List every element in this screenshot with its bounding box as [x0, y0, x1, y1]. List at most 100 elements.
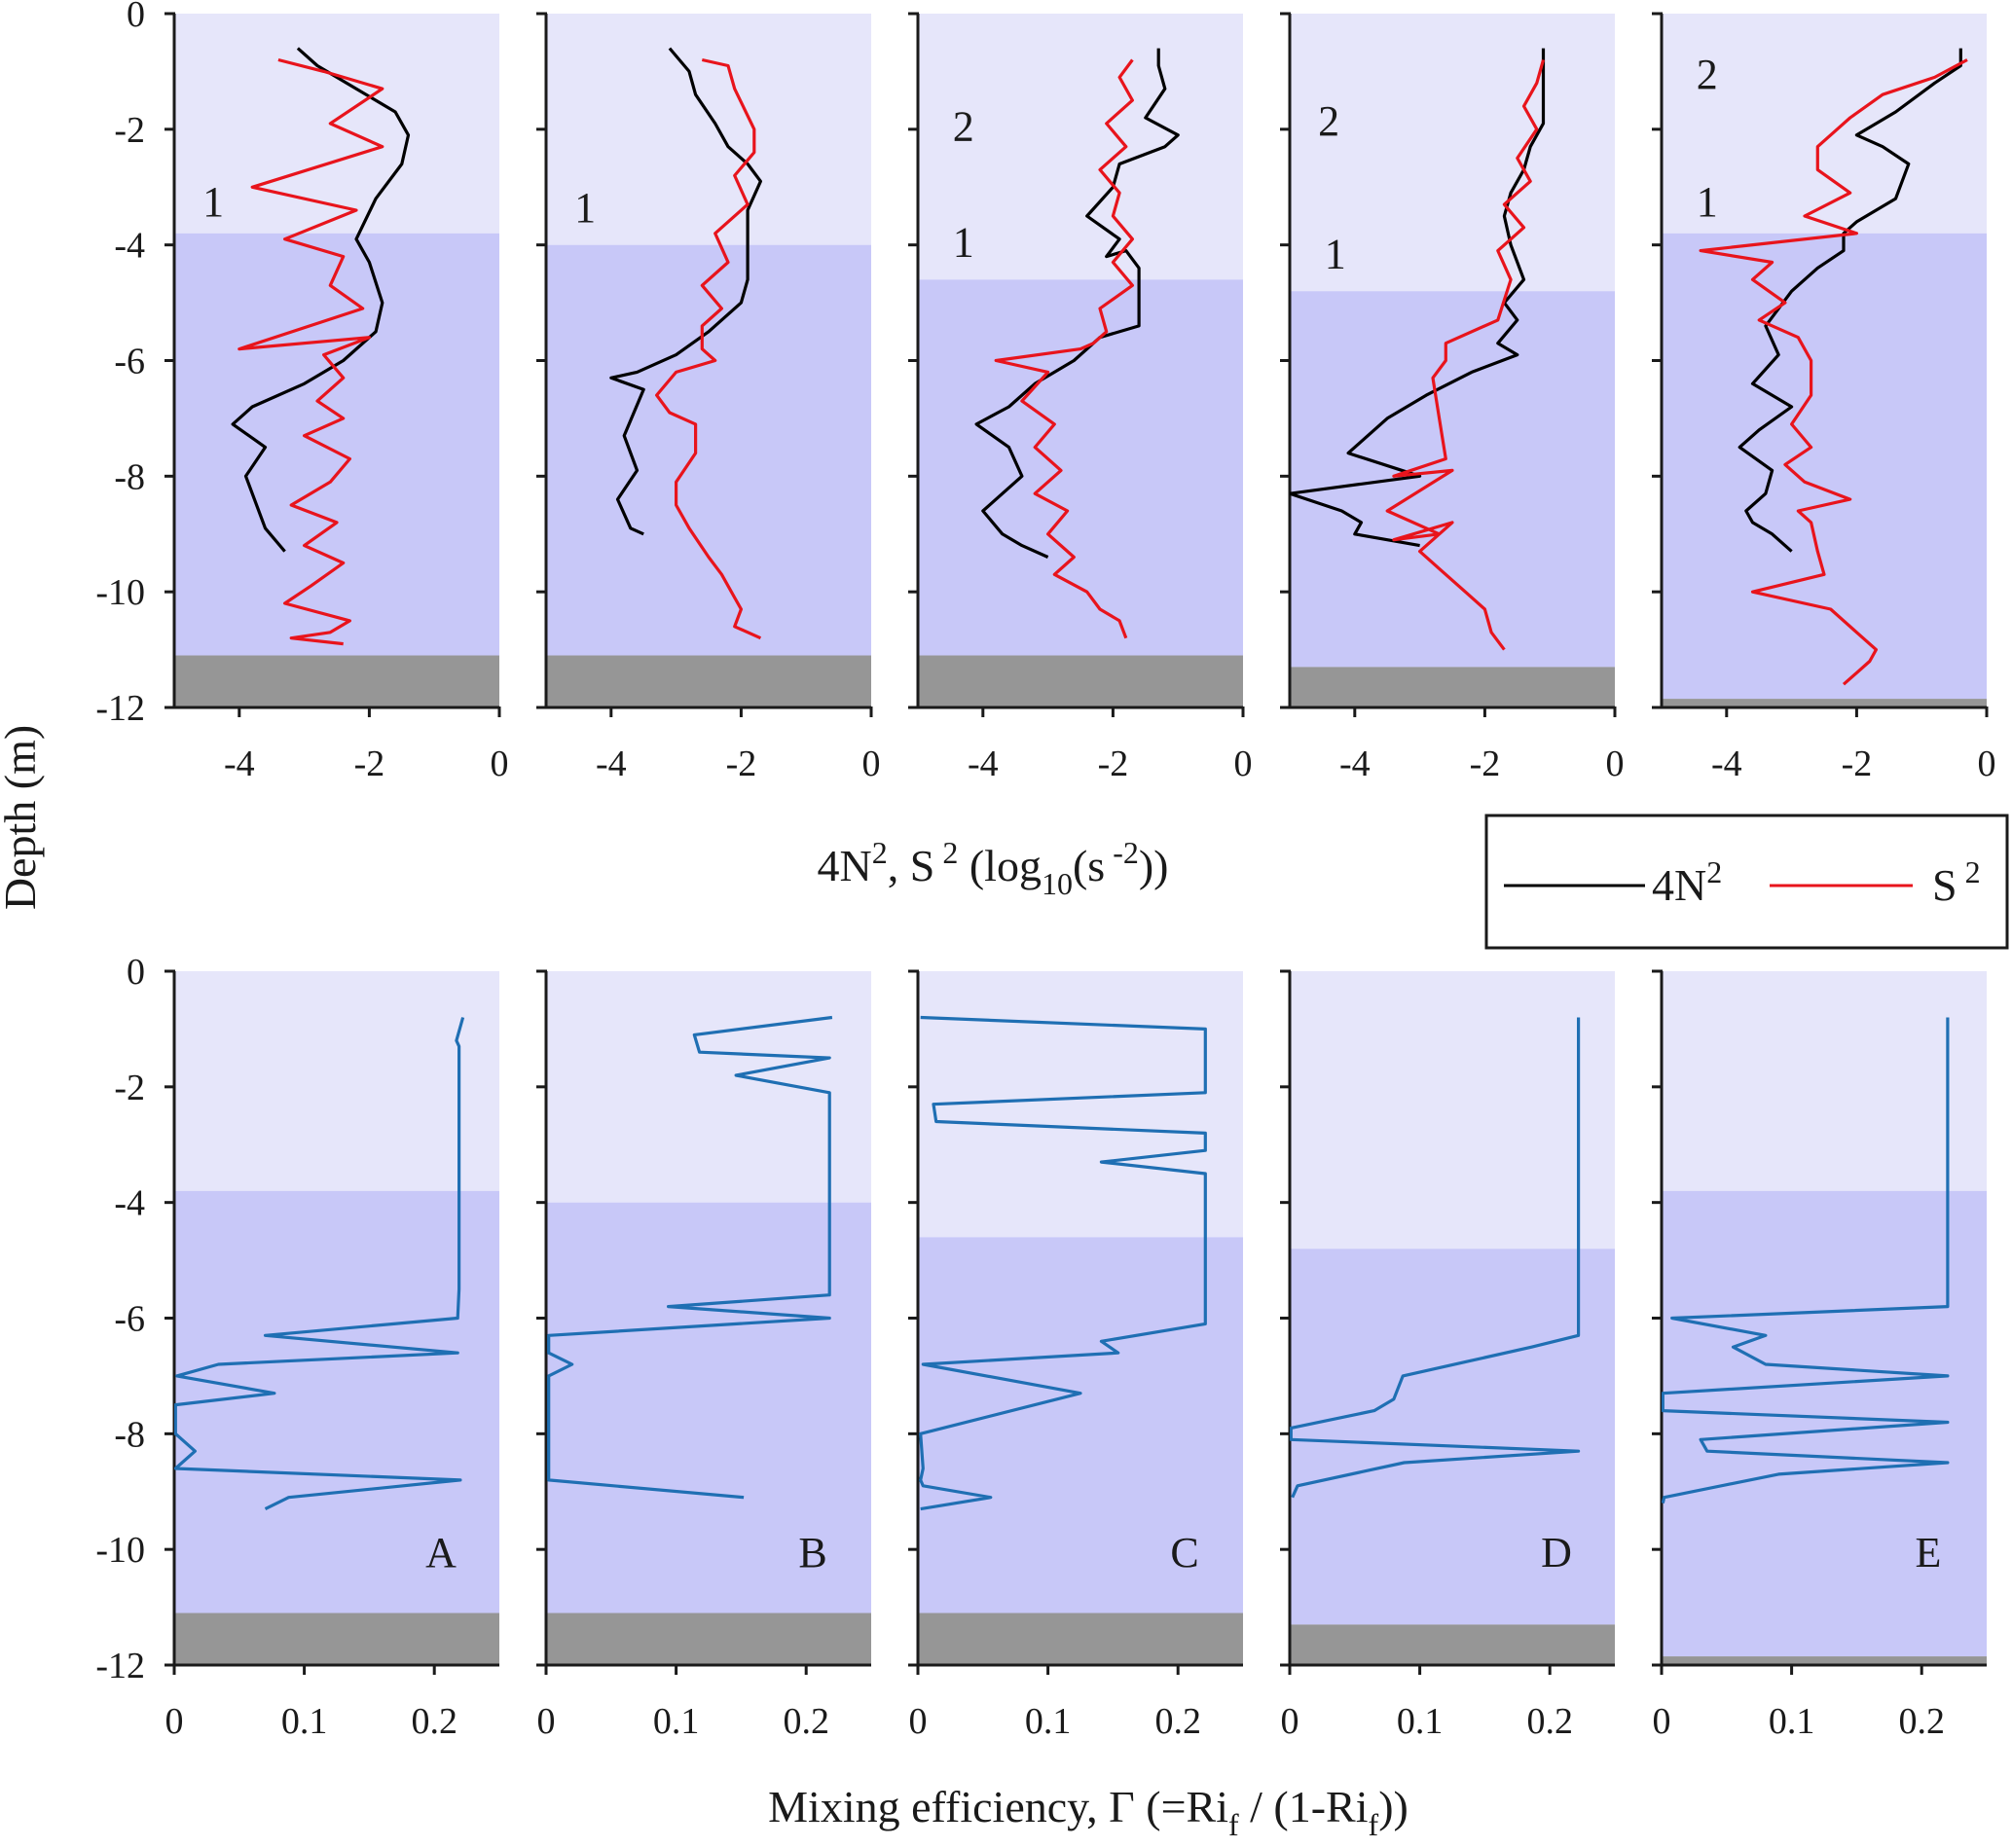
layer-label: 1: [1697, 178, 1718, 226]
x-tick-label: 0: [165, 1701, 184, 1742]
n2-profile-line: [1738, 48, 1962, 553]
x-tick-label: -2: [1470, 743, 1501, 784]
panel-c-bottom: 0 0.1 0.2 C: [908, 969, 1243, 1742]
x-tick-label: -4: [968, 743, 999, 784]
upper-layer-band: [1290, 971, 1615, 1250]
layer-label: 2: [1697, 51, 1718, 98]
x-tick-label: 0: [1234, 743, 1253, 784]
x-tick-label: 0: [1606, 743, 1625, 784]
x-tick-label: -2: [726, 743, 757, 784]
y-tick-label: -8: [114, 1414, 145, 1455]
upper-layer-band: [546, 14, 871, 245]
lower-layer-band: [174, 1190, 499, 1613]
y-tick-label: -6: [114, 342, 145, 382]
y-tick-label: -2: [114, 110, 145, 151]
lower-layer-band: [546, 244, 871, 656]
y-tick-label: -6: [114, 1299, 145, 1340]
layer-label: 2: [1318, 97, 1339, 145]
y-tick-label: -2: [114, 1068, 145, 1108]
panel-d-bottom: 0 0.1 0.2 D: [1280, 969, 1615, 1742]
panel-e-bottom: 0 0.1 0.2 E: [1652, 969, 1987, 1742]
upper-layer-band: [1290, 14, 1615, 292]
x-tick-label: -4: [1339, 743, 1371, 784]
upper-layer-band: [1662, 14, 1987, 234]
seabed-band: [918, 655, 1243, 707]
lower-layer-band: [918, 1237, 1243, 1613]
x-tick-label: 0.2: [783, 1701, 829, 1742]
upper-layer-band: [1662, 971, 1987, 1191]
lower-layer-band: [1290, 291, 1615, 668]
seabed-band: [546, 1612, 871, 1665]
x-tick-label: 0.1: [1769, 1701, 1815, 1742]
seabed-band: [1662, 699, 1987, 707]
upper-layer-band: [174, 971, 499, 1191]
x-tick-label: 0.1: [653, 1701, 700, 1742]
x-tick-label: 0.1: [1025, 1701, 1072, 1742]
gamma-profile-line: [547, 1015, 833, 1500]
y-tick-label: -10: [95, 1530, 145, 1571]
n2-profile-line: [231, 47, 411, 553]
y-tick-label: -8: [114, 456, 145, 497]
panel-b-bottom: 0 0.1 0.2 B: [536, 969, 871, 1742]
y-tick-label: -12: [95, 688, 145, 729]
layer-label: 1: [574, 184, 596, 232]
panel-letter: A: [425, 1529, 457, 1576]
panel-letter: E: [1916, 1529, 1942, 1576]
lower-layer-band: [546, 1202, 871, 1613]
x-tick-label: 0.1: [281, 1701, 328, 1742]
upper-layer-band: [918, 971, 1243, 1238]
x-tick-label: 0: [1653, 1701, 1671, 1742]
gamma-profile-line: [1290, 1017, 1581, 1499]
x-tick-label: -2: [1842, 743, 1873, 784]
x-tick-label: -4: [1711, 743, 1742, 784]
upper-layer-band: [546, 971, 871, 1203]
x-tick-label: -4: [224, 743, 255, 784]
x-tick-label: 0: [909, 1701, 928, 1742]
seabed-band: [1290, 1624, 1615, 1665]
s2-profile-line: [1385, 59, 1546, 651]
x-tick-label: 0.2: [1526, 1701, 1573, 1742]
panel-letter: B: [798, 1529, 826, 1576]
layer-label: 1: [1325, 230, 1346, 277]
seabed-band: [546, 655, 871, 707]
s2-profile-line: [994, 58, 1135, 639]
gamma-profile-line: [919, 1015, 1207, 1511]
x-tick-label: 0.1: [1397, 1701, 1444, 1742]
seabed-band: [1662, 1656, 1987, 1665]
panel-b-top: -4 -2 0 1: [536, 12, 881, 784]
x-tick-label: 0.2: [1898, 1701, 1945, 1742]
panel-c-top: -4 -2 0 2 1: [908, 12, 1253, 784]
y-tick-label: -12: [95, 1646, 145, 1686]
upper-layer-band: [918, 14, 1243, 280]
x-tick-label: 0.2: [411, 1701, 457, 1742]
upper-layer-band: [174, 14, 499, 234]
s2-profile-line: [1699, 58, 1968, 686]
y-tick-label: 0: [127, 0, 145, 35]
lower-layer-band: [918, 279, 1243, 656]
layer-label: 1: [953, 219, 974, 267]
n2-profile-line: [1290, 48, 1546, 548]
y-tick-label: -4: [114, 1183, 145, 1224]
n2-profile-line: [609, 47, 763, 536]
gamma-profile-line: [174, 1017, 465, 1511]
s2-profile-line: [654, 57, 762, 640]
x-tick-label: -2: [354, 743, 385, 784]
panel-a-top: 0 -2 -4 -6 -8 -10 -12 -4 -2 0 1: [95, 0, 508, 784]
y-tick-label: 0: [127, 952, 145, 993]
panel-a-bottom: 0 -2 -4 -6 -8 -10 -12 0 0.1 0.2 A: [95, 952, 499, 1742]
panel-d-top: -4 -2 0 2 1: [1280, 12, 1625, 784]
gamma-profile-line: [1662, 1017, 1950, 1504]
y-tick-label: -4: [114, 226, 145, 267]
panel-e-top: -4 -2 0 2 1: [1652, 12, 1996, 784]
seabed-band: [1290, 667, 1615, 707]
y-tick-label: -10: [95, 572, 145, 613]
x-tick-label: 0: [491, 743, 509, 784]
x-tick-label: 0: [1978, 743, 1996, 784]
x-tick-label: -2: [1098, 743, 1129, 784]
seabed-band: [174, 1612, 499, 1665]
lower-layer-band: [174, 233, 499, 656]
n2-profile-line: [974, 48, 1180, 559]
x-tick-label: -4: [596, 743, 627, 784]
panel-letter: C: [1170, 1529, 1198, 1576]
